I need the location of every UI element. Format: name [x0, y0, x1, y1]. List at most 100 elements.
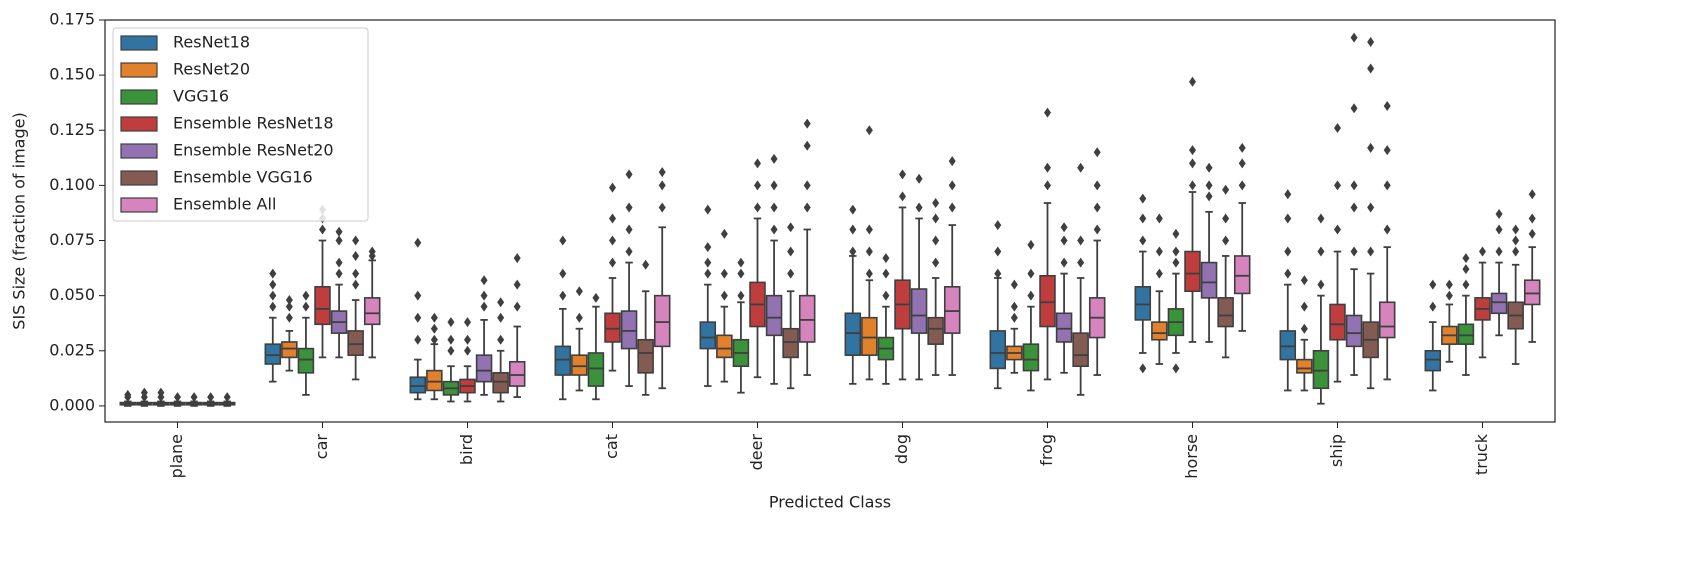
outlier [207, 392, 215, 403]
outlier [865, 268, 873, 279]
outlier [480, 275, 488, 286]
legend-swatch [120, 35, 158, 51]
outlier [915, 202, 923, 213]
x-tick-label: plane [167, 434, 186, 478]
box [475, 354, 493, 383]
outlier [1189, 180, 1196, 191]
outlier [1383, 224, 1391, 235]
outlier [430, 334, 438, 345]
box [554, 345, 572, 376]
outlier [770, 202, 778, 213]
outlier [269, 279, 277, 290]
box [765, 294, 783, 337]
outlier [1383, 101, 1391, 112]
outlier [882, 290, 890, 301]
box [1523, 279, 1541, 306]
outlier [720, 290, 728, 301]
outlier [1222, 213, 1230, 224]
outlier [1495, 209, 1503, 220]
outlier [1512, 235, 1520, 246]
outlier [1462, 253, 1470, 264]
outlier [1300, 301, 1308, 312]
legend-swatch [120, 89, 158, 105]
box [699, 321, 717, 350]
x-tick-label: dog [892, 434, 911, 464]
outlier [302, 290, 310, 301]
outlier [948, 156, 956, 167]
outlier [285, 301, 293, 312]
outlier [513, 279, 521, 290]
outlier [948, 202, 956, 213]
outlier [704, 242, 712, 253]
outlier [559, 290, 567, 301]
box [409, 376, 427, 394]
outlier [1445, 279, 1453, 290]
box [1217, 297, 1234, 328]
outlier [754, 158, 761, 169]
y-tick-label: 0.025 [49, 340, 95, 359]
outlier [609, 235, 616, 246]
outlier [1044, 162, 1051, 173]
outlier [1367, 202, 1375, 213]
outlier [787, 268, 795, 279]
outlier [865, 224, 873, 235]
outlier [302, 301, 310, 312]
legend-label: Ensemble ResNet20 [173, 141, 334, 160]
box [264, 343, 282, 365]
outlier [352, 235, 360, 246]
outlier [1495, 224, 1503, 235]
x-tick-label: deer [747, 434, 766, 471]
plot-frame [104, 19, 1556, 423]
box [782, 327, 799, 359]
outlier [899, 169, 906, 180]
outlier [609, 182, 616, 193]
outlier [285, 295, 293, 306]
outlier [994, 220, 1002, 231]
outlier [1284, 268, 1292, 279]
outlier [658, 167, 666, 178]
box [653, 294, 671, 348]
outlier [1077, 162, 1085, 173]
outlier [1350, 32, 1358, 43]
outlier [1222, 235, 1230, 246]
x-tick-label: horse [1182, 434, 1201, 479]
outlier [1383, 145, 1391, 156]
y-tick-label: 0.125 [49, 120, 95, 139]
outlier [480, 301, 488, 312]
box [297, 347, 315, 374]
outlier [497, 312, 505, 323]
legend-label: VGG16 [173, 87, 229, 106]
outlier [559, 235, 567, 246]
outlier [1155, 268, 1163, 279]
outlier [1512, 246, 1520, 257]
legend-frame [112, 27, 369, 222]
outlier [865, 125, 873, 136]
outlier [447, 317, 455, 328]
outlier [1172, 246, 1180, 257]
box [1184, 250, 1201, 293]
outlier [882, 253, 890, 264]
outlier [1300, 323, 1308, 334]
outlier [513, 253, 521, 264]
box [571, 354, 588, 376]
outlier [1350, 180, 1358, 191]
outlier [1139, 235, 1147, 246]
box [1490, 292, 1508, 315]
outlier [849, 224, 857, 235]
outlier [1350, 202, 1358, 213]
box [798, 294, 816, 343]
outlier [414, 290, 422, 301]
outlier [1139, 213, 1147, 224]
outlier [1155, 213, 1163, 224]
box [844, 312, 862, 356]
outlier [464, 334, 471, 345]
outlier [1010, 301, 1018, 312]
outlier [1284, 213, 1292, 224]
outlier [1383, 180, 1391, 191]
outlier [932, 235, 940, 246]
box [910, 288, 928, 334]
outlier [157, 387, 165, 398]
outlier [994, 246, 1002, 257]
outlier [737, 268, 745, 279]
